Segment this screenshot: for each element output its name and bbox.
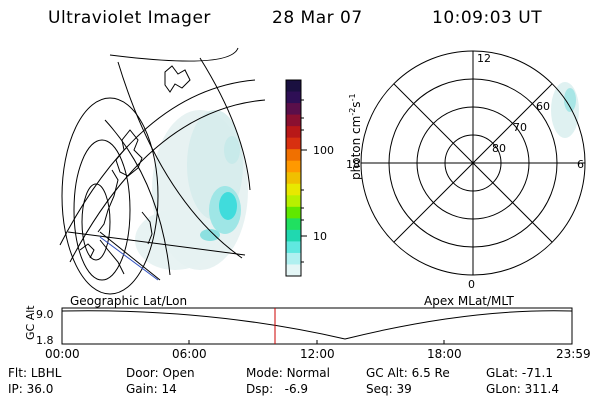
geographic-map (59, 47, 266, 295)
colorbar-swatch (286, 206, 301, 219)
colorbar-swatch (286, 183, 301, 196)
date-label: 28 Mar 07 (272, 8, 363, 28)
colorbar-swatch (286, 241, 301, 254)
status-filter: Flt: LBHL (8, 366, 62, 380)
colorbar-swatch (286, 172, 301, 185)
colorbar-swatch (286, 126, 301, 139)
altitude-curve (61, 310, 573, 340)
mlt-12-label: 12 (477, 52, 491, 65)
x-tick-1200: 12:00 (300, 347, 335, 361)
emission-cloud (135, 110, 248, 270)
colorbar-swatch (286, 195, 301, 208)
colorbar-swatch (286, 252, 301, 265)
status-glat: GLat: -71.1 (486, 366, 553, 380)
x-tick-1800: 18:00 (427, 347, 462, 361)
colorbar-swatch (286, 218, 301, 231)
colorbar-swatch (286, 264, 301, 277)
mlt-6-label: 6 (577, 158, 584, 171)
mlt-18-label: 18 (346, 158, 360, 171)
colorbar-tick-10: 10 (313, 230, 327, 243)
geographic-caption: Geographic Lat/Lon (70, 294, 187, 308)
status-seq: Seq: 39 (366, 382, 412, 396)
colorbar-swatch (286, 114, 301, 127)
colorbar-swatch (286, 137, 301, 150)
polar-emission (551, 82, 579, 138)
polar-plot: 12 0 18 6 60 70 80 (346, 50, 586, 291)
gc-alt-axis-label: GC Alt (24, 305, 37, 340)
colorbar-swatch (286, 229, 301, 242)
y-tick-9: 9.0 (36, 308, 54, 321)
status-gain: Gain: 14 (126, 382, 177, 396)
colorbar-tick-100: 100 (313, 144, 334, 157)
colorbar-swatch (286, 160, 301, 173)
lat-70-label: 70 (513, 121, 527, 134)
colorbar-swatch (286, 103, 301, 116)
time-label: 10:09:03 UT (432, 8, 543, 28)
colorbar-frame (285, 79, 302, 277)
status-glon: GLon: 311.4 (486, 382, 559, 396)
lat-80-label: 80 (492, 142, 506, 155)
status-mode: Mode: Normal (246, 366, 330, 380)
colorbar (285, 79, 302, 277)
y-tick-1-8: 1.8 (36, 334, 54, 347)
colorbar-swatch (286, 80, 301, 93)
instrument-title: Ultraviolet Imager (48, 8, 211, 28)
sub-satellite-line (99, 236, 159, 281)
mlt-0-label: 0 (468, 278, 475, 291)
colorbar-unit-label: photon cm-2s-1 (348, 93, 363, 180)
altitude-timeline: GC Alt 9.0 1.8 00:00 06:00 12:00 18:00 2… (24, 305, 591, 361)
x-tick-2359: 23:59 (556, 347, 591, 361)
status-ip: IP: 36.0 (8, 382, 54, 396)
x-tick-0000: 00:00 (45, 347, 80, 361)
x-tick-0600: 06:00 (172, 347, 207, 361)
status-dsp: Dsp: -6.9 (246, 382, 309, 396)
colorbar-swatch (286, 149, 301, 162)
status-door: Door: Open (126, 366, 195, 380)
lat-60-label: 60 (536, 100, 550, 113)
status-gc-alt: GC Alt: 6.5 Re (366, 366, 450, 380)
apex-caption: Apex MLat/MLT (424, 294, 514, 308)
colorbar-swatch (286, 91, 301, 104)
